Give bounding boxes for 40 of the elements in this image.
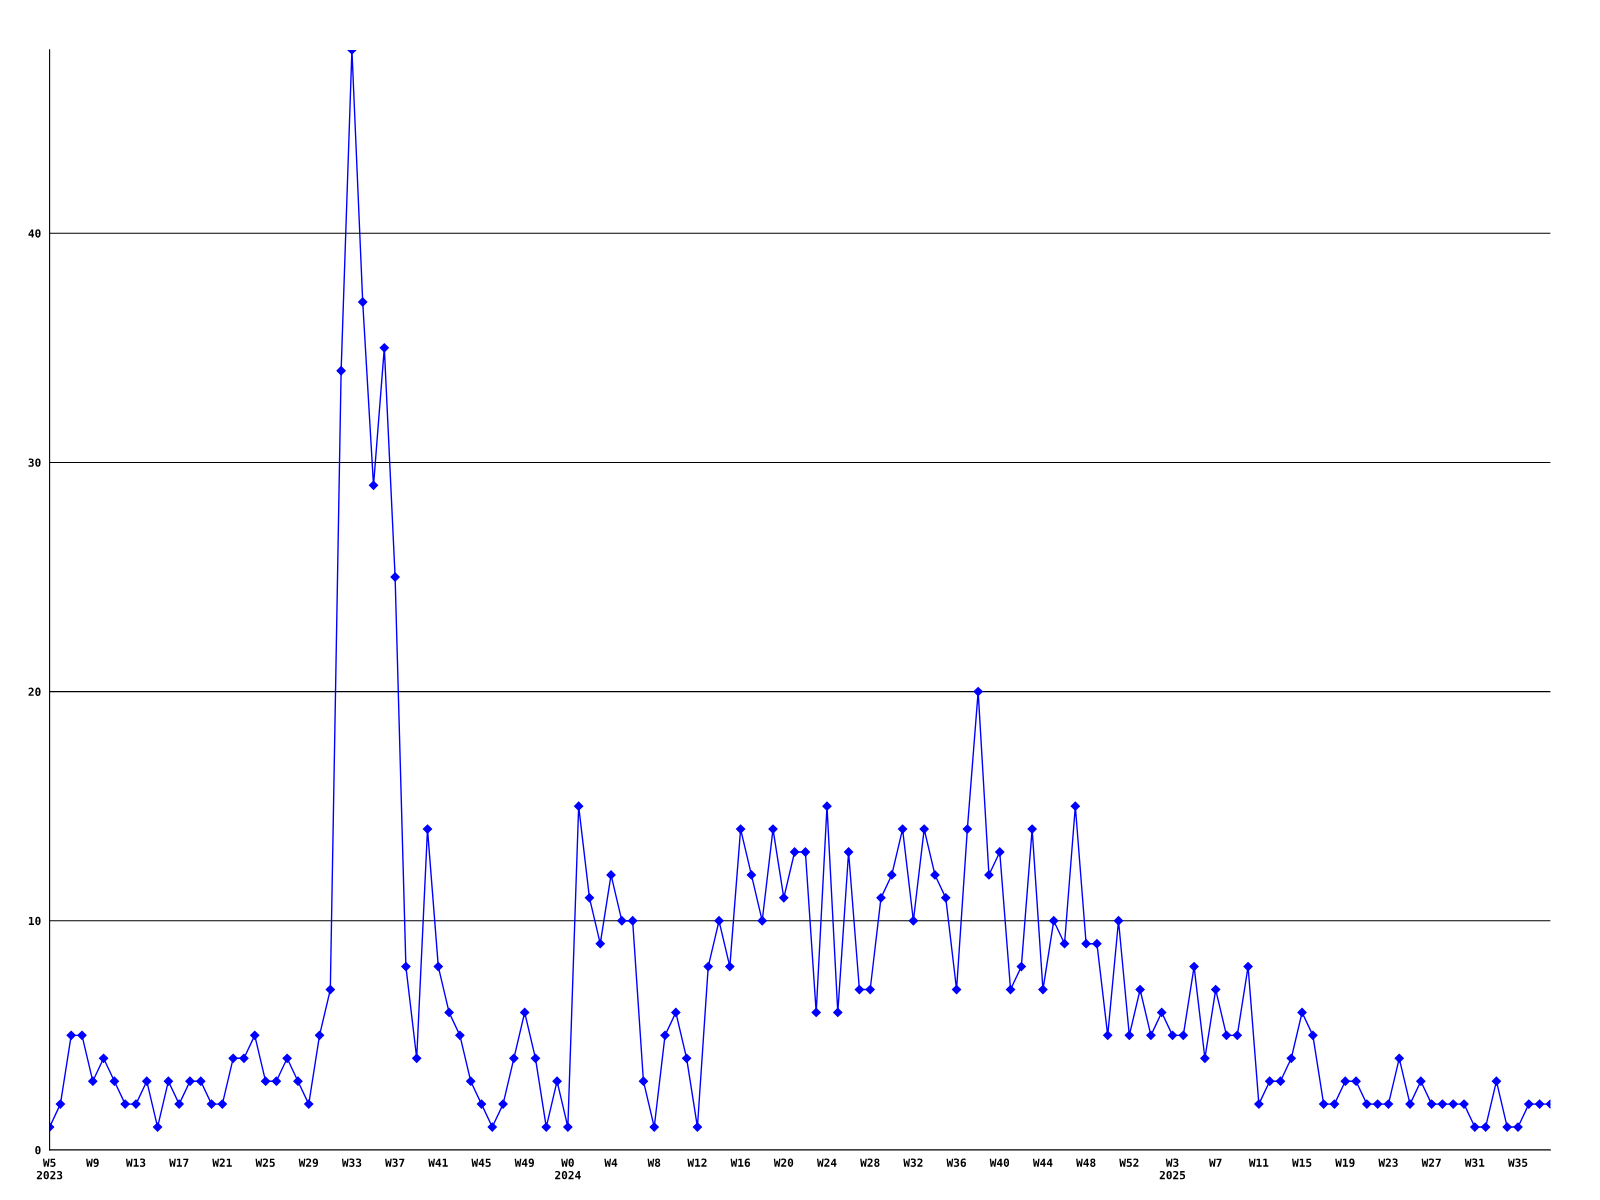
x-tick-label: W33: [341, 1158, 362, 1167]
x-tick-label: W3 2025: [1159, 1158, 1186, 1180]
x-tick-label: W5 2023: [36, 1158, 63, 1180]
x-tick-label: W21: [212, 1158, 232, 1167]
y-tick-label: 20: [28, 687, 41, 696]
x-tick-label: W19: [1335, 1158, 1355, 1167]
y-tick-label: 40: [28, 229, 41, 238]
y-tick-label: 10: [28, 916, 41, 926]
x-tick-label: W13: [125, 1158, 146, 1167]
x-tick-label: W44: [1032, 1158, 1053, 1167]
x-tick-label: W7: [1209, 1158, 1222, 1167]
x-tick-label: W32: [903, 1158, 923, 1167]
x-tick-label: W29: [298, 1158, 319, 1167]
x-tick-label: W12: [687, 1158, 707, 1167]
x-tick-label: W15: [1292, 1158, 1312, 1167]
x-tick-label: W25: [255, 1158, 275, 1167]
x-tick-label: W0 2024: [555, 1158, 581, 1180]
x-tick-label: W23: [1378, 1158, 1398, 1167]
x-tick-label: W24: [816, 1158, 837, 1167]
x-tick-label: W49: [514, 1158, 534, 1167]
y-tick-label: 30: [28, 458, 41, 467]
x-tick-label: W31: [1464, 1158, 1485, 1167]
x-tick-label: W11: [1248, 1158, 1269, 1167]
x-tick-label: W35: [1507, 1158, 1528, 1167]
x-tick-label: W28: [860, 1158, 880, 1167]
x-tick-label: W40: [989, 1158, 1010, 1167]
x-tick-label: W4: [604, 1158, 618, 1167]
x-tick-label: W16: [730, 1158, 751, 1167]
x-tick-label: W20: [773, 1158, 794, 1167]
x-tick-label: W9: [86, 1158, 99, 1167]
x-tick-label: W27: [1421, 1158, 1441, 1167]
x-tick-label: W17: [169, 1158, 189, 1167]
x-tick-label: W52: [1119, 1158, 1139, 1167]
x-tick-label: W45: [471, 1158, 491, 1167]
x-tick-label: W8: [647, 1158, 661, 1167]
x-tick-label: W36: [946, 1158, 966, 1167]
x-tick-label: W41: [428, 1158, 448, 1167]
x-tick-label: W48: [1076, 1158, 1096, 1167]
y-tick-label: 0: [35, 1145, 41, 1155]
x-tick-label: W37: [385, 1158, 405, 1167]
